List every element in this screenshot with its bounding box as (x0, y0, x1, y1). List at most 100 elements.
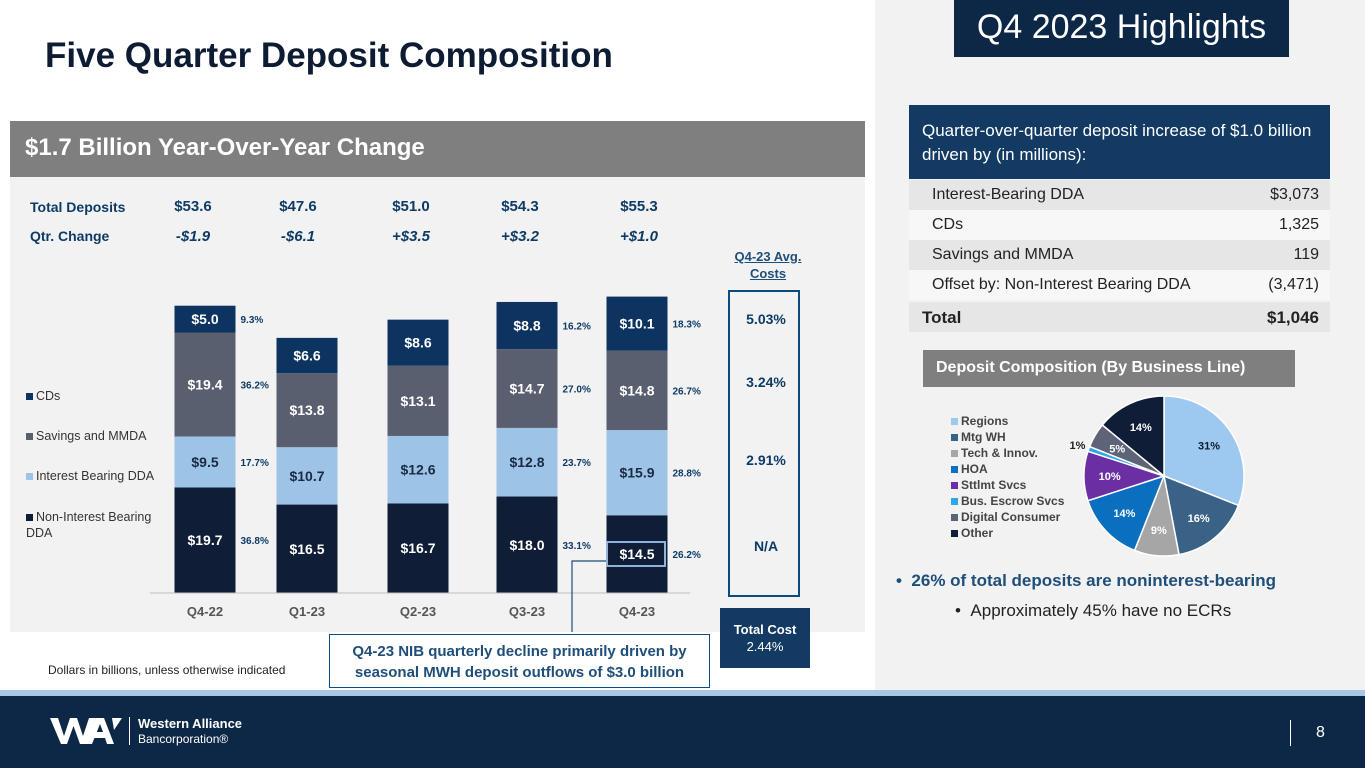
bar-segment-cds (174, 305, 236, 333)
pie-legend-item: Digital Consumer (951, 510, 1060, 524)
bar-percent-label: 17.7% (241, 458, 269, 469)
pie-slice-label: 16% (1188, 513, 1210, 525)
bar-segment-cds (387, 319, 449, 366)
bar-value-label: $12.6 (400, 462, 435, 478)
cost-savings: 3.24% (746, 374, 786, 390)
bar-segment-non-interest-bearing-dda (496, 496, 558, 593)
legend-swatch (951, 466, 958, 474)
highlights-title: Q4 2023 Highlights (954, 0, 1289, 57)
bar-value-label: $16.5 (289, 541, 324, 557)
pie-slice-label: 14% (1113, 508, 1135, 520)
bar-segment-non-interest-bearing-dda (174, 487, 236, 593)
bar-segment-savings-and-mmda (606, 350, 668, 431)
qoq-row-value: (3,471) (1268, 276, 1319, 293)
legend-swatch (951, 418, 958, 426)
legend-label: Non-Interest Bearing DDA (26, 510, 152, 540)
bar-percent-label: 28.8% (673, 469, 701, 480)
composition-heading: Deposit Composition (By Business Line) (923, 350, 1295, 387)
bar-value-label: $18.0 (509, 537, 544, 553)
bar-segment-cds (496, 301, 558, 350)
pie-slice-label: 1% (1069, 440, 1085, 452)
qtr-change-value: -$6.1 (280, 228, 316, 245)
callout-connector (571, 560, 606, 632)
pie-legend-item: Tech & Innov. (951, 446, 1038, 460)
legend-label: Interest Bearing DDA (36, 469, 155, 483)
bar-segment-interest-bearing-dda (496, 427, 558, 497)
qtr-change-value: -$1.9 (175, 228, 211, 245)
pie-legend-item: Mtg WH (951, 430, 1006, 444)
total-deposits-value: $54.3 (501, 198, 539, 215)
legend-item-cds: CDs (26, 389, 60, 403)
nib-highlight-box (606, 541, 666, 567)
bar-value-label: $10.1 (619, 316, 654, 332)
x-tick-label: Q2-23 (400, 604, 436, 619)
bar-segment-non-interest-bearing-dda (387, 503, 449, 593)
yoy-banner: $1.7 Billion Year-Over-Year Change (10, 121, 865, 177)
x-tick-label: Q4-23 (619, 604, 655, 619)
qoq-total-row: Total $1,046 (909, 302, 1330, 332)
pie-legend-item: HOA (951, 462, 988, 476)
bar-percent-label: 33.1% (563, 541, 591, 552)
pie-legend-label: HOA (961, 462, 988, 476)
legend-swatch (951, 530, 958, 538)
page-number: 8 (1316, 724, 1325, 741)
pie-legend-label: Regions (961, 414, 1009, 428)
bar-value-label: $19.4 (187, 376, 222, 392)
bar-percent-label: 23.7% (563, 458, 591, 469)
legend-swatch (951, 434, 958, 442)
bar-percent-label: 36.8% (241, 536, 269, 547)
bar-segment-savings-and-mmda (276, 373, 338, 448)
footnote: Dollars in billions, unless otherwise in… (48, 663, 286, 677)
bar-value-label: $6.6 (293, 348, 320, 364)
qtr-change-value: +$1.0 (620, 228, 658, 245)
bar-value-label: $12.8 (509, 454, 544, 470)
legend-swatch (951, 514, 958, 522)
footer (0, 696, 1365, 768)
bar-value-label: $10.7 (289, 468, 324, 484)
total-cost-value: 2.44% (746, 639, 784, 654)
pie-legend-label: Digital Consumer (961, 510, 1061, 524)
qoq-row-value: 119 (1293, 246, 1319, 263)
bar-value-label: $19.7 (187, 532, 222, 548)
bar-percent-label: 36.2% (241, 380, 269, 391)
legend-swatch (26, 393, 33, 401)
pie-slice-label: 14% (1130, 422, 1152, 434)
bar-value-label: $14.8 (619, 382, 654, 398)
pie-legend-label: Other (961, 526, 994, 540)
pie-slice (1163, 474, 1240, 556)
qoq-row-label: Savings and MMDA (932, 246, 1074, 263)
bar-value-label: $13.8 (289, 402, 324, 418)
pie-legend-label: Sttlmt Svcs (961, 478, 1027, 492)
pie-legend-item: Sttlmt Svcs (951, 478, 1026, 492)
legend-swatch (951, 450, 958, 458)
x-tick-label: Q4-22 (187, 604, 223, 619)
legend-swatch (26, 514, 33, 522)
qoq-row: Offset by: Non-Interest Bearing DDA (3,47… (909, 270, 1330, 300)
bar-percent-label: 26.7% (673, 386, 701, 397)
pie-legend-item: Regions (951, 414, 1008, 428)
total-cost-box: Total Cost 2.44% (720, 608, 810, 668)
cost-cds: 5.03% (746, 311, 786, 327)
qoq-row-label: CDs (932, 216, 964, 233)
bar-segment-non-interest-bearing-dda (606, 515, 668, 593)
pie-slice (1163, 395, 1245, 507)
bar-value-label: $14.7 (509, 381, 544, 397)
legend-swatch (26, 473, 33, 481)
pie-legend-item: Other (951, 526, 993, 540)
legend-swatch (951, 482, 958, 490)
bar-segment-interest-bearing-dda (606, 430, 668, 516)
total-deposits-value: $47.6 (279, 198, 317, 215)
legend-swatch (951, 498, 958, 506)
qoq-row: CDs 1,325 (909, 210, 1330, 240)
bar-percent-label: 27.0% (563, 385, 591, 396)
qoq-row-label: Offset by: Non-Interest Bearing DDA (932, 276, 1191, 293)
pie-slice-label: 9% (1151, 525, 1167, 537)
x-tick-label: Q1-23 (289, 604, 325, 619)
company-logo-icon (50, 718, 122, 744)
pie-legend-label: Mtg WH (961, 430, 1006, 444)
qtr-change-label: Qtr. Change (30, 228, 110, 244)
qtr-change-value: +$3.2 (501, 228, 539, 245)
pie-slice-label: 5% (1109, 443, 1125, 455)
qoq-heading: Quarter-over-quarter deposit increase of… (909, 105, 1330, 179)
total-deposits-value: $55.3 (620, 198, 658, 215)
